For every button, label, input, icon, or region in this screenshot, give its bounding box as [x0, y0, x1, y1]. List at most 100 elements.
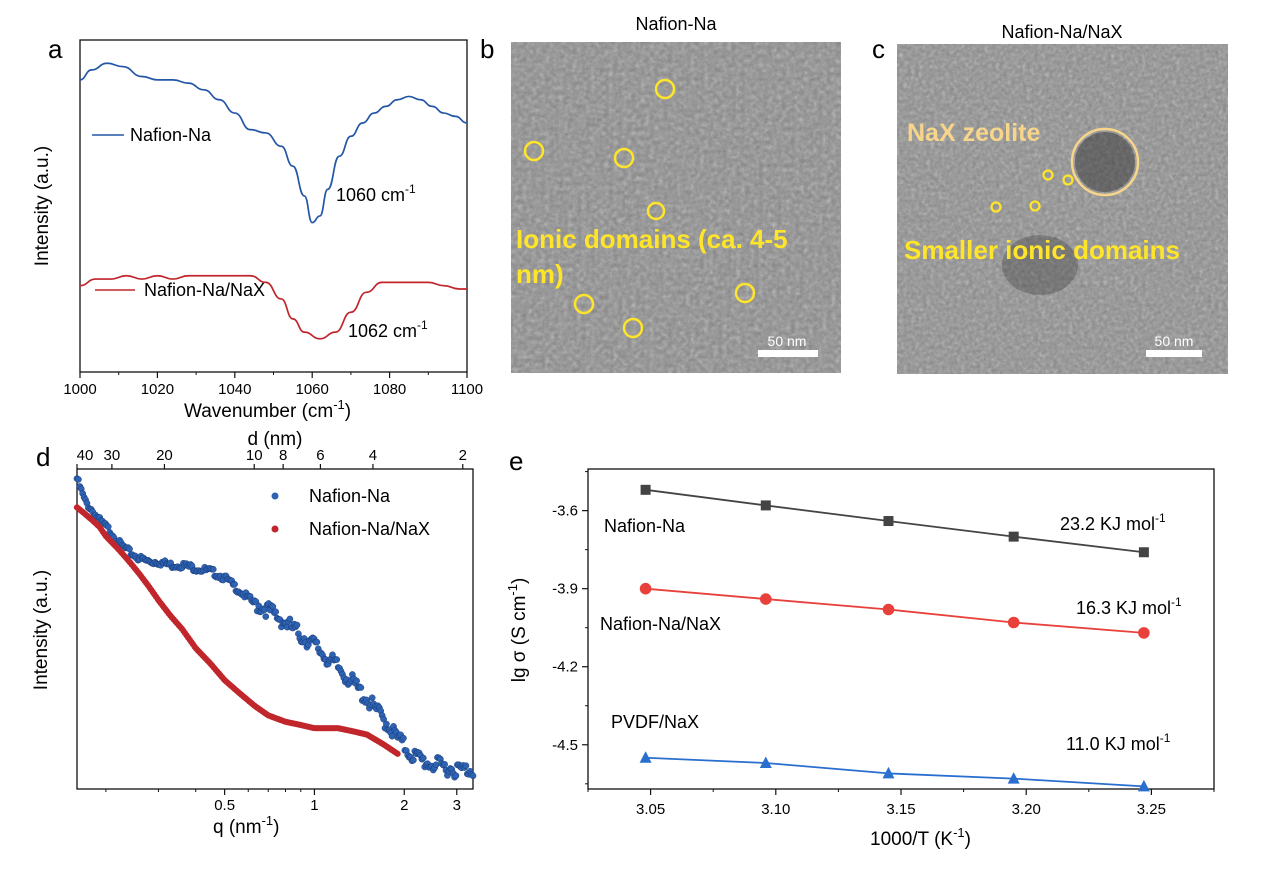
point-nafion-na: [231, 580, 238, 588]
x-ticks-d: 0.5 1 2 3 40 30 20 10 8 6 4 2: [76, 447, 467, 814]
marker-nafion-na: [640, 484, 651, 495]
x-tick-label-a: 1000: [63, 381, 96, 398]
point-nafion-na: [410, 756, 417, 764]
scalebar-b: [758, 350, 818, 357]
point-nafion-na: [420, 754, 427, 762]
y-axis-title-d: Intensity (a.u.): [31, 570, 52, 690]
marker-nafion-na-nax: [759, 593, 772, 605]
series-e: [639, 484, 1150, 792]
marker-pvdf-nax: [639, 751, 652, 763]
y-axis-title-e: lg σ (S cm-1): [505, 578, 530, 683]
top-tick-label-d: 8: [279, 447, 287, 464]
x-tick-label-e: 3.15: [886, 801, 915, 818]
point-nafion-na: [368, 694, 376, 702]
zeolite-circle: [1070, 127, 1140, 197]
panel-letter-a: a: [48, 34, 63, 64]
axes-e: 3.05 3.10 3.15 3.20 3.25 -3.6 -3.9 -4.2 -4.5: [552, 471, 1215, 818]
point-nafion-na: [400, 734, 407, 742]
domain-circle: [1062, 174, 1074, 186]
series-label-pvdf-nax: PVDF/NaX: [611, 712, 699, 732]
top-tick-label-d: 10: [246, 447, 263, 464]
x-tick-label-d: 0.5: [214, 797, 235, 814]
x-tick-label-a: 1080: [373, 381, 406, 398]
zeolite-particle: [1075, 132, 1135, 192]
point-nafion-na: [104, 523, 112, 530]
panel-e: e 3.05 3.10 3.15 3.20 3.25 -3.6 -3.9 -4.2 -4.5 N…: [505, 446, 1215, 850]
small-domain-markers-c: [990, 169, 1074, 213]
domain-circle: [613, 147, 635, 169]
energy-label-pvdf-nax: 11.0 KJ mol-1: [1066, 731, 1171, 754]
domain-circle: [654, 78, 676, 100]
top-axis-title-d: d (nm): [248, 429, 303, 450]
panel-title-c: Nafion-Na/NaX: [1001, 22, 1122, 42]
x-tick-label-e: 3.20: [1012, 801, 1041, 818]
x-tick-label-d: 1: [310, 797, 318, 814]
point-nafion-na: [286, 615, 294, 623]
ionic-domain-markers-b: [523, 78, 756, 339]
marker-nafion-na-nax: [639, 582, 652, 595]
panel-letter-d: d: [36, 442, 50, 472]
legend-label-d-nafion-na: Nafion-Na: [309, 486, 391, 506]
scalebar-label-b: 50 nm: [768, 333, 807, 349]
marker-pvdf-nax: [1137, 779, 1150, 792]
legend-label-nafion-na-nax: Nafion-Na/NaX: [144, 280, 265, 300]
domain-circle: [622, 317, 644, 339]
marker-nafion-na: [760, 500, 771, 511]
panel-b: b Nafion-Na Ionic domains (ca. 4-5 nm) 5…: [480, 14, 841, 373]
domain-circle: [523, 140, 545, 162]
top-tick-label-d: 4: [369, 447, 377, 464]
panel-a: a 1000 1020 1040 1060 1080 1100 Nafion-Na Naf…: [32, 34, 483, 422]
point-nafion-na: [269, 603, 277, 610]
x-axis-title-d: q (nm-1): [213, 813, 279, 838]
legend-marker-nafion-na: [271, 492, 279, 500]
point-nafion-na: [75, 476, 82, 483]
top-tick-label-d: 40: [77, 447, 94, 464]
point-nafion-na: [353, 677, 360, 685]
point-nafion-na: [462, 762, 470, 769]
label-nax-zeolite: NaX zeolite: [907, 119, 1040, 147]
label-smaller-domains: Smaller ionic domains: [904, 235, 1180, 265]
point-nafion-na: [469, 772, 477, 780]
plot-frame-d: [76, 468, 474, 790]
x-tick-label-a: 1060: [296, 381, 329, 398]
x-tick-label-e: 3.25: [1137, 801, 1166, 818]
scatter-points-d: [73, 475, 477, 781]
scalebar-label-c: 50 nm: [1155, 333, 1194, 349]
domain-circle: [990, 201, 1002, 213]
energy-label-nafion-na-nax: 16.3 KJ mol-1: [1076, 595, 1182, 618]
y-tick-label-e: -4.2: [552, 659, 578, 676]
series-line-nafion-na: [79, 62, 468, 224]
y-tick-label-e: -3.9: [552, 581, 578, 598]
x-axis-title-e: 1000/T (K-1): [870, 825, 971, 850]
point-nafion-na: [380, 715, 387, 723]
domain-circle: [734, 282, 756, 304]
tem-texture-c: [897, 44, 1228, 374]
x-tick-label-d: 2: [400, 797, 408, 814]
energy-label-nafion-na: 23.2 KJ mol-1: [1060, 511, 1166, 534]
marker-nafion-na-nax: [1138, 627, 1150, 639]
domain-circle: [573, 293, 595, 315]
x-tick-label-a: 1100: [451, 381, 483, 398]
label-ionic-domains-line1: Ionic domains (ca. 4-5: [516, 224, 788, 254]
marker-nafion-na: [1008, 531, 1019, 542]
x-ticks-a: 1000 1020 1040 1060 1080 1100: [63, 372, 483, 398]
series-line-pvdf-nax: [645, 756, 1144, 788]
domain-circle: [1029, 200, 1041, 212]
legend-marker-nafion-na-nax: [271, 525, 279, 533]
panel-letter-b: b: [480, 34, 494, 64]
label-ionic-domains-line2: nm): [516, 259, 564, 289]
point-nafion-na-nax: [394, 750, 401, 757]
marker-pvdf-nax: [882, 766, 895, 779]
point-nafion-na: [432, 761, 440, 769]
y-tick-label-e: -3.6: [552, 503, 578, 520]
panel-d: d d (nm) 0.5 1 2 3 40 30 20 10 8 6 4 2 Nafion-Na Na…: [31, 429, 477, 838]
point-nafion-na: [441, 760, 448, 768]
top-tick-label-d: 30: [104, 447, 121, 464]
top-tick-label-d: 2: [459, 447, 467, 464]
y-tick-label-e: -4.5: [552, 737, 578, 754]
marker-pvdf-nax: [1007, 772, 1020, 784]
legend-label-nafion-na: Nafion-Na: [130, 125, 212, 145]
series-line-nafion-na-nax: [79, 274, 467, 340]
point-nafion-na: [357, 684, 365, 691]
